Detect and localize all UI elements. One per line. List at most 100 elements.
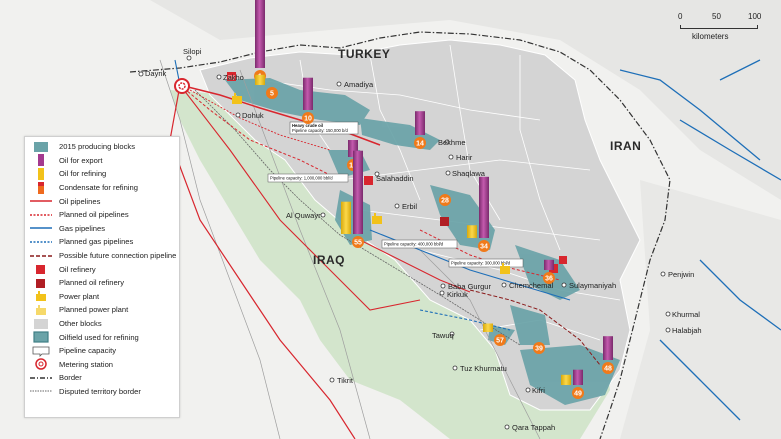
place-erbil: Erbil — [402, 202, 417, 211]
legend-item-planned-oil-pipe: Planned oil pipelines — [25, 208, 179, 222]
mountain-relief-east — [620, 180, 781, 439]
export-bar-55 — [353, 150, 363, 234]
capacity-north: Pipeline capacity: 400,000 bbl/d — [384, 242, 444, 247]
legend-symbol-refining-icon — [38, 167, 44, 180]
legend-symbol-border-icon — [30, 377, 52, 379]
place-kifri: Kifri — [532, 386, 545, 395]
legend-item-metering: Metering station — [25, 358, 179, 372]
production-bars: 151014172834363948495557 — [254, 0, 614, 399]
legend-label: Planned oil pipelines — [59, 210, 129, 220]
pipeline-capacity-callout-heavy: Heavy crude oil Pipeline capacity: 150,0… — [289, 121, 359, 135]
country-label-iran: IRAN — [610, 139, 641, 153]
place-sulaymaniyah: Sulaymaniyah — [569, 281, 616, 290]
legend-item-gas-pipe: Gas pipelines — [25, 222, 179, 236]
legend-label: Disputed territory border — [59, 386, 141, 396]
legend-label: Pipeline capacity — [59, 346, 116, 356]
legend-item-export: Oil for export — [25, 154, 179, 168]
power-plant-icon — [500, 263, 510, 274]
block-number-49: 49 — [574, 391, 582, 398]
legend-item-refinery: Oil refinery — [25, 262, 179, 276]
block-badge-57 — [494, 334, 506, 346]
capacity-heavy-title: Heavy crude oil — [292, 123, 323, 128]
block-number-48: 48 — [604, 366, 612, 373]
oil-refinery-icon — [559, 256, 567, 264]
refining-bar-5 — [255, 74, 265, 85]
block-number-10: 10 — [304, 116, 312, 123]
place-tuz-khurmatu: Tuz Khurmatu — [460, 364, 507, 373]
country-label-iraq: IRAQ — [313, 253, 345, 267]
mountain-relief — [150, 0, 781, 200]
place-dohuk: Dohuk — [242, 111, 264, 120]
legend-label: Oilfield used for refining — [59, 332, 139, 342]
place-penjwin: Penjwin — [668, 270, 694, 279]
export-bar-36 — [544, 259, 554, 270]
block-number-28: 28 — [441, 198, 449, 205]
place-salahaddin: Salahaddin — [376, 174, 414, 183]
block-number-55: 55 — [354, 240, 362, 247]
legend-symbol-future-pipe-icon — [30, 254, 52, 257]
export-bar-17 — [348, 140, 358, 157]
legend-item-producing: 2015 producing blocks — [25, 140, 179, 154]
legend-symbol-planned-oil-pipe-icon — [30, 214, 52, 216]
scale-bar: 0 50 100 kilometers — [676, 12, 762, 48]
map-legend: 2015 producing blocks Oil for export Oil f… — [24, 136, 180, 418]
place-shaqlawa: Shaqlawa — [452, 169, 486, 178]
scale-tick: 50 — [712, 12, 721, 21]
legend-item-condensate: Condensate for refining — [25, 181, 179, 195]
block-badge-49 — [572, 387, 584, 399]
producing-block — [510, 305, 550, 345]
legend-label: Border — [59, 373, 82, 383]
country-label-turkey: TURKEY — [338, 47, 390, 61]
pipeline-capacity-callout-north: Pipeline capacity: 400,000 bbl/d — [381, 239, 458, 249]
place-zakho: Zakho — [223, 73, 244, 82]
place-baba-gurgur: Baba Gurgur — [448, 282, 491, 291]
legend-label: Planned gas pipelines — [59, 237, 134, 247]
legend-label: Planned oil refinery — [59, 278, 125, 288]
block-number-5: 5 — [270, 91, 274, 98]
planned-oil-refinery-icon — [440, 217, 449, 226]
legend-label: Planned power plant — [59, 305, 129, 315]
legend-item-future-pipe: Possible future connection pipeline — [25, 249, 179, 263]
scale-line — [680, 25, 758, 29]
block-badge-28 — [439, 194, 451, 206]
legend-list: 2015 producing blocks Oil for export Oil f… — [25, 137, 179, 398]
international-border — [129, 31, 671, 439]
pipeline-capacity-callout-south: Pipeline capacity: 300,000 bbl/d — [448, 258, 524, 268]
capacity-heavy: Pipeline capacity: 150,000 b/d — [292, 128, 349, 133]
legend-symbol-planned-refinery-icon — [36, 278, 45, 288]
disputed-border-line — [194, 89, 521, 346]
block-badge-34 — [478, 240, 490, 252]
legend-item-power: Power plant — [25, 290, 179, 304]
legend-symbol-export-icon — [38, 154, 44, 167]
place-qara-tappah: Qara Tappah — [512, 423, 555, 432]
legend-symbol-gas-pipe-icon — [30, 227, 52, 230]
capacity-south: Pipeline capacity: 300,000 bbl/d — [451, 261, 511, 266]
legend-item-oilfield-refining: Oilfield used for refining — [25, 330, 179, 344]
legend-symbol-oil-pipe-icon — [30, 200, 52, 202]
scale-tick: 0 — [678, 12, 683, 21]
legend-item-refining: Oil for refining — [25, 167, 179, 181]
block-number-39: 39 — [535, 346, 543, 353]
refining-bar-34 — [467, 225, 477, 238]
fault-lines — [619, 59, 781, 421]
legend-label: Oil for export — [59, 155, 103, 165]
power-plant-icon — [372, 213, 382, 224]
place-bekhme: Bekhme — [438, 138, 466, 147]
oil-refinery-icon — [227, 72, 236, 81]
export-bar-49 — [573, 369, 583, 385]
export-bar-1 — [255, 0, 265, 68]
legend-symbol-other-icon — [34, 318, 48, 329]
place-chemchemal: Chemchemal — [509, 281, 554, 290]
legend-label: Possible future connection pipeline — [59, 251, 177, 261]
legend-symbol-condensate-icon — [38, 181, 44, 194]
capacity-main: Pipeline capacity: 1,000,000 bbl/d — [270, 176, 333, 181]
export-bar-34 — [479, 176, 489, 238]
scale-tick: 100 — [748, 12, 762, 21]
scale-unit: kilometers — [692, 32, 729, 41]
scale-ticks: 0 50 100 — [676, 12, 762, 23]
block-badge-39 — [533, 342, 545, 354]
block-number-57: 57 — [496, 338, 504, 345]
block-badge-48 — [602, 362, 614, 374]
block-badge-5 — [266, 87, 278, 99]
